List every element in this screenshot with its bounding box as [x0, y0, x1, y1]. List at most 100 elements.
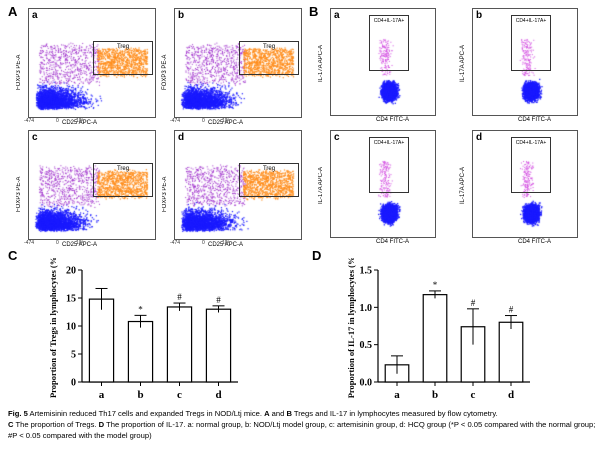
caption-fig: Fig. 5 — [8, 409, 28, 418]
x-axis-label: CD4 FITC-A — [518, 239, 551, 245]
il17-gate: CD4+IL-17A+ — [369, 15, 409, 71]
bar-chart-il17: 0.0 0.5 1.0 1.5 Proportion of IL-17 in lymph… — [346, 258, 530, 401]
y-axis-label: Proportion of Tregs in lymphocytes (%) — [48, 258, 58, 398]
bar-chart-tregs: 0 5 10 15 20 Proportion of Tregs in lymphocyt… — [48, 258, 238, 401]
y-axis-label: IL-17A APC-A — [318, 44, 324, 82]
x-tick-label-a: a — [99, 389, 105, 401]
x-tick-label-b: b — [137, 389, 143, 401]
x-tick-label-d: d — [508, 389, 514, 401]
bar-d — [205, 308, 232, 383]
subplot-label: a — [32, 10, 38, 21]
y-axis-label: IL-17A APC-A — [460, 44, 466, 82]
caption-b: B — [286, 409, 292, 418]
y-tick-label: 20 — [66, 266, 76, 277]
axis-tick: -474 — [170, 240, 181, 246]
caption-text1: Artemisinin reduced Th17 cells and expan… — [27, 409, 265, 418]
gate-label: CD4+IL-17A+ — [373, 18, 405, 24]
y-tick-label: 0.0 — [360, 378, 373, 389]
subplot-label: b — [476, 10, 483, 21]
bar-b — [127, 320, 154, 383]
y-tick-label: 0.5 — [360, 340, 373, 351]
y-tick-label: 1.0 — [360, 303, 373, 314]
x-axis-label: CD25 APC-A — [208, 242, 244, 248]
x-axis-label: CD25 APC-A — [208, 120, 244, 126]
axis-tick: 10³ — [222, 240, 230, 246]
treg-gate: Treg — [93, 163, 153, 197]
y-axis-label: FOXP3 PE-A — [162, 54, 168, 90]
gate-label: Treg — [262, 44, 276, 50]
gate-label: CD4+IL-17A+ — [515, 18, 547, 24]
panel-label-d: D — [312, 248, 322, 263]
subplot-label: c — [334, 132, 340, 143]
y-tick-label: 1.5 — [360, 266, 373, 277]
treg-gate: Treg — [239, 41, 299, 75]
significance-mark-c: # — [471, 298, 476, 308]
x-tick-label-a: a — [394, 389, 400, 401]
bar-c — [166, 306, 193, 383]
caption-c: C — [8, 420, 14, 429]
subplot-label: a — [334, 10, 340, 21]
flow-panel-a-c: Treg c — [28, 130, 156, 240]
x-axis-label: CD4 FITC-A — [376, 117, 409, 123]
x-tick-label-b: b — [432, 389, 438, 401]
y-tick-label: 5 — [71, 350, 76, 361]
y-tick-label: 0 — [71, 378, 76, 389]
axis-tick: 10³ — [222, 118, 230, 124]
bar-b — [422, 294, 448, 383]
axis-tick: 0 — [202, 240, 205, 246]
y-axis-label: FOXP3 PE-A — [16, 176, 22, 212]
x-tick-label-d: d — [215, 389, 221, 401]
treg-gate: Treg — [239, 163, 299, 197]
axis-tick: 10³ — [76, 118, 84, 124]
bar-d — [498, 321, 524, 383]
flow-panel-b-c: CD4+IL-17A+ c — [330, 130, 436, 238]
caption-text3: The proportion of Tregs. — [13, 420, 99, 429]
caption-text2: Tregs and IL-17 in lymphocytes measured … — [291, 409, 498, 418]
axis-tick: -474 — [24, 118, 35, 124]
significance-mark-d: # — [509, 305, 514, 315]
subplot-label: b — [178, 10, 185, 21]
il17-gate: CD4+IL-17A+ — [511, 15, 551, 71]
gate-label: Treg — [116, 44, 130, 50]
axis-tick: -474 — [24, 240, 35, 246]
x-tick-label-c: c — [177, 389, 182, 401]
x-axis-label: CD4 FITC-A — [376, 239, 409, 245]
panel-label-c: C — [8, 248, 18, 263]
il17-gate: CD4+IL-17A+ — [511, 137, 551, 193]
bar-a — [88, 298, 115, 383]
y-axis-label: FOXP3 PE-A — [16, 54, 22, 90]
figure-caption: Fig. 5 Artemisinin reduced Th17 cells an… — [8, 408, 600, 441]
subplot-label: d — [178, 132, 185, 143]
subplot-label: d — [476, 132, 483, 143]
y-axis-label: IL-17A APC-A — [318, 166, 324, 204]
axis-tick: 0 — [56, 240, 59, 246]
significance-mark-b: * — [433, 280, 438, 290]
gate-label: Treg — [116, 166, 130, 172]
y-axis-label: Proportion of IL-17 in lymphocytes (%) — [346, 258, 356, 398]
caption-a: A — [264, 409, 270, 418]
axis-tick: 10³ — [76, 240, 84, 246]
axis-tick: 0 — [56, 118, 59, 124]
gate-label: CD4+IL-17A+ — [373, 140, 405, 146]
panel-label-b: B — [309, 4, 319, 19]
flow-panel-a-d: Treg d — [174, 130, 302, 240]
y-axis-label: IL-17A APC-A — [460, 166, 466, 204]
x-axis-label: CD25 APC-A — [62, 242, 98, 248]
il17-gate: CD4+IL-17A+ — [369, 137, 409, 193]
subplot-label: c — [32, 132, 38, 143]
caption-d: D — [98, 420, 105, 429]
flow-panel-b-a: CD4+IL-17A+ a — [330, 8, 436, 116]
significance-mark-b: * — [138, 304, 143, 314]
axis-tick: 0 — [202, 118, 205, 124]
y-axis-label: FOXP3 PE-A — [162, 176, 168, 212]
y-tick-label: 10 — [66, 322, 76, 333]
x-tick-label-c: c — [471, 389, 476, 401]
flow-panel-a-b: Treg b — [174, 8, 302, 118]
gate-label: Treg — [262, 166, 276, 172]
significance-mark-c: # — [177, 292, 182, 302]
flow-panel-b-d: CD4+IL-17A+ d — [472, 130, 578, 238]
y-tick-label: 15 — [66, 294, 76, 305]
x-axis-label: CD4 FITC-A — [518, 117, 551, 123]
flow-panel-a-a: Treg a — [28, 8, 156, 118]
treg-gate: Treg — [93, 41, 153, 75]
